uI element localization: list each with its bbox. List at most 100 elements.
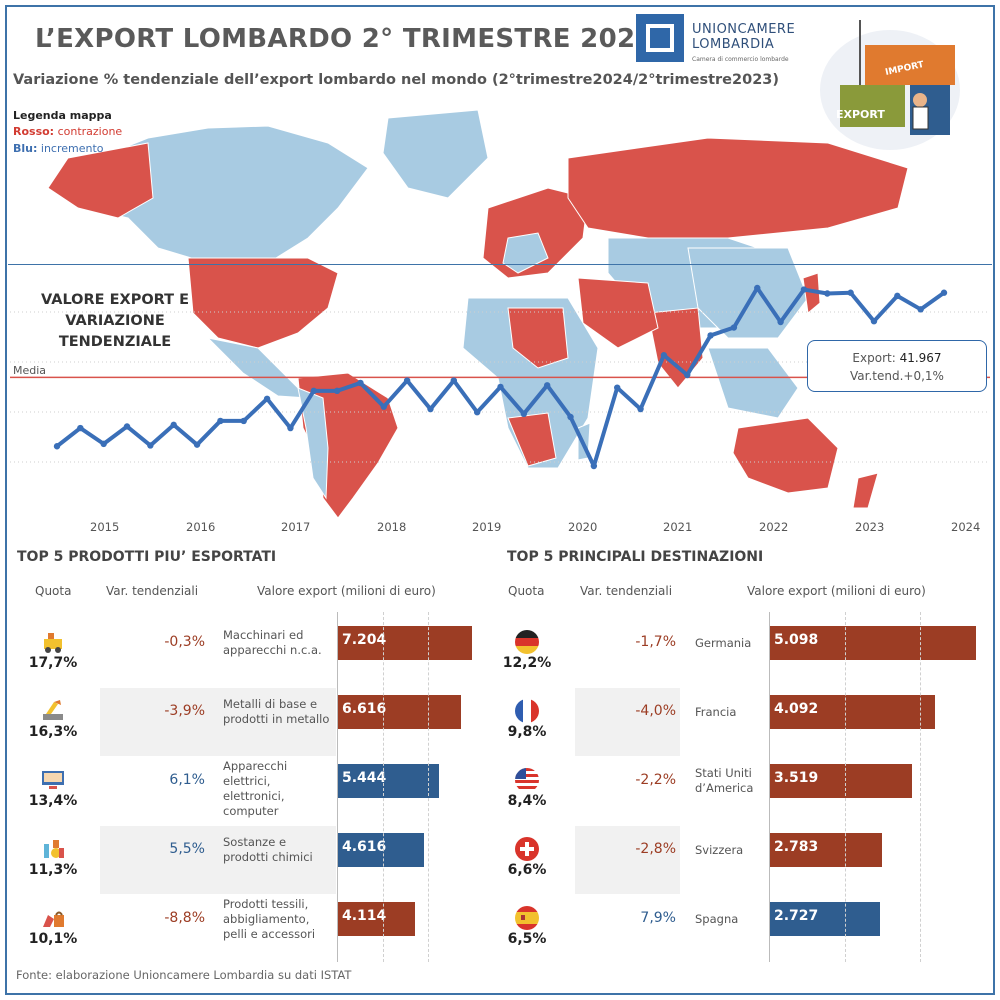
map-new-zealand [852, 472, 879, 509]
series-point [333, 387, 341, 395]
series-point [567, 413, 574, 421]
var-value: -8,8% [164, 910, 205, 926]
series-point [310, 387, 317, 395]
series-point [590, 462, 598, 470]
legend-blue: Blu: incremento [13, 142, 104, 155]
category-label: Germania [695, 635, 752, 650]
value-bar: 2.783 [770, 833, 883, 867]
category-label: Sostanze e prodotti chimici [223, 835, 313, 864]
series-point [614, 384, 621, 391]
value-bar: 5.444 [338, 764, 440, 798]
series-point [917, 306, 924, 313]
map-greenland [382, 109, 489, 199]
series-point [100, 440, 107, 448]
line-chart-label: VALORE EXPORT E VARIAZIONE TENDENZIALE [40, 292, 190, 350]
row-shade [100, 688, 336, 756]
machinery-icon [40, 629, 66, 659]
var-value: -4,0% [635, 703, 676, 719]
line-chart [10, 284, 990, 470]
map-se-asia [707, 347, 799, 419]
series-point [520, 410, 528, 418]
series-point [450, 377, 458, 384]
series-point [684, 371, 691, 379]
series-point [707, 332, 714, 339]
series-point [263, 395, 271, 402]
chemicals-icon [40, 836, 66, 866]
category-label: Svizzera [695, 842, 744, 857]
series-point [473, 409, 481, 416]
chart-top-border [8, 264, 992, 265]
series-point [217, 417, 224, 425]
map-australia [732, 417, 839, 494]
series-point [730, 324, 738, 331]
series-point [847, 289, 854, 296]
dest-col-valore: Valore export (milioni di euro) [747, 584, 926, 598]
row-shade [100, 826, 336, 894]
map-japan [802, 272, 821, 314]
category-label: Francia [695, 704, 737, 719]
series-point [497, 383, 504, 391]
page-subtitle: Variazione % tendenziale dell’export lom… [13, 72, 779, 88]
row-shade [575, 826, 680, 894]
var-value: 7,9% [640, 910, 676, 926]
series-point [77, 424, 84, 432]
infographic-frame [5, 5, 995, 995]
textile-icon [40, 905, 66, 935]
map-europe-blue [502, 232, 549, 274]
quota-value: 6,5% [507, 931, 547, 947]
series-point [754, 284, 761, 292]
logo-tagline: Camera di commercio lombarde [692, 56, 789, 63]
bar-axis [337, 612, 338, 962]
year-tick-2019: 2019 [472, 520, 502, 534]
year-tick-2016: 2016 [186, 520, 216, 534]
year-tick-2022: 2022 [759, 520, 789, 534]
series-point [660, 352, 668, 359]
category-label: Apparecchi elettrici, elettronici, compu… [223, 758, 288, 818]
value-bar: 4.616 [338, 833, 424, 867]
series-point [543, 382, 551, 389]
map-africa-red2 [507, 412, 557, 467]
quota-value: 17,7% [28, 655, 78, 671]
series-point [824, 290, 831, 297]
series-point [287, 424, 294, 432]
logo-text: UNIONCAMERE LOMBARDIA [692, 22, 796, 52]
map-alaska [47, 142, 154, 219]
series-point [403, 377, 411, 384]
products-col-valore: Valore export (milioni di euro) [257, 584, 436, 598]
bar-gridline [428, 612, 429, 962]
var-value: 6,1% [169, 772, 205, 788]
legend-red: Rosso: contrazione [13, 125, 123, 138]
var-value: -2,8% [635, 841, 676, 857]
quota-value: 8,4% [507, 793, 547, 809]
products-col-quota: Quota [35, 584, 72, 598]
map-usa [187, 257, 339, 349]
products-col-var: Var. tendenziali [106, 584, 199, 598]
series-point [894, 292, 901, 300]
tooltip: Export: 41.967 Var.tend.+0,1% [807, 340, 987, 392]
map-sa-west [297, 387, 329, 500]
france-flag-icon [514, 698, 540, 728]
series-point [193, 441, 201, 448]
year-tick-2017: 2017 [281, 520, 311, 534]
var-value: -3,9% [164, 703, 205, 719]
products-title: TOP 5 PRODOTTI PIU’ ESPORTATI [17, 549, 277, 565]
unioncamere-logo [636, 14, 684, 62]
category-label: Macchinari ed apparecchi n.c.a. [223, 628, 322, 657]
page-title: L’EXPORT LOMBARDO 2° TRIMESTRE 2024 [35, 24, 654, 54]
source-note: Fonte: elaborazione Unioncamere Lombardi… [16, 968, 352, 982]
category-label: Stati Uniti d’America [695, 766, 754, 795]
bar-gridline [845, 612, 846, 962]
series-point [777, 318, 784, 326]
series-point [357, 379, 364, 387]
series-point [170, 421, 177, 429]
var-value: 5,5% [169, 841, 205, 857]
value-bar: 5.098 [770, 626, 976, 660]
series-point [240, 417, 247, 425]
var-value: -2,2% [635, 772, 676, 788]
map-russia [567, 137, 909, 239]
value-bar: 4.114 [338, 902, 415, 936]
usa-flag-icon [514, 767, 540, 797]
spain-flag-icon [514, 905, 540, 935]
computer-icon [40, 767, 66, 797]
germany-flag-icon [514, 629, 540, 659]
